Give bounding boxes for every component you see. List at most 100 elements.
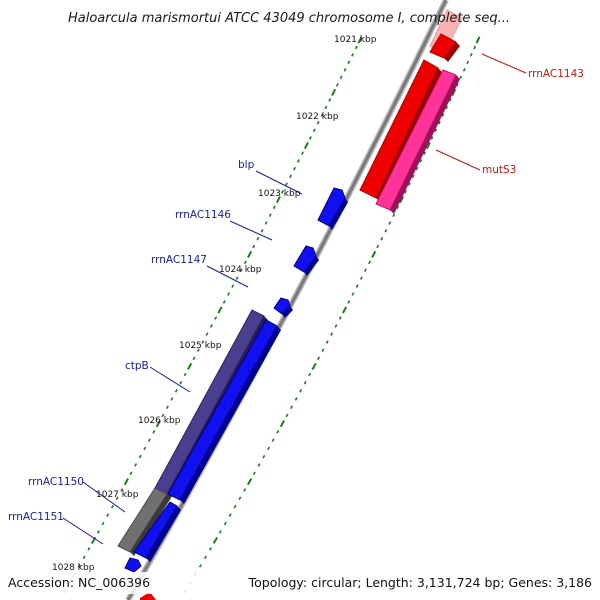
gene-label-rrnAC1151[interactable]: rrnAC1151: [8, 511, 64, 523]
minor-tick-mark: [267, 446, 270, 451]
gene-red-bottom[interactable]: [140, 592, 156, 600]
minor-tick-mark: [296, 159, 300, 163]
minor-tick-mark: [228, 513, 232, 517]
major-tick-mark: [399, 196, 405, 204]
major-tick-mark: [311, 362, 317, 370]
minor-tick-mark: [252, 244, 256, 249]
minor-tick-mark: [260, 229, 264, 233]
minor-tick-mark: [233, 504, 237, 509]
major-tick-mark: [425, 142, 431, 150]
minor-tick-mark: [347, 300, 351, 304]
minor-tick-mark: [101, 521, 105, 526]
major-tick-mark: [303, 142, 309, 150]
minor-tick-mark: [170, 397, 174, 401]
minor-tick-mark: [235, 276, 239, 280]
minor-tick-mark: [469, 53, 473, 57]
minor-tick-mark: [419, 159, 423, 163]
minor-tick-mark: [209, 324, 213, 328]
tick-ring-left: [63, 36, 363, 594]
minor-tick-mark: [120, 488, 124, 492]
forward-strand-genes: [117, 187, 348, 573]
minor-tick-mark: [376, 244, 380, 249]
minor-tick-mark: [308, 372, 312, 377]
minor-tick-mark: [77, 564, 81, 568]
minor-tick-mark: [198, 564, 202, 568]
gene-label-rrnAC1150[interactable]: rrnAC1150: [28, 476, 84, 488]
minor-tick-mark: [407, 182, 411, 186]
minor-tick-mark: [203, 555, 207, 560]
minor-tick-mark: [430, 136, 434, 140]
minor-tick-mark: [174, 389, 178, 393]
minor-tick-mark: [334, 324, 338, 328]
minor-tick-mark: [87, 547, 91, 551]
minor-tick-mark: [339, 75, 343, 80]
minor-tick-mark: [289, 174, 292, 179]
gene-labels-left: blp rrnAC1146 rrnAC1147 ctpB rrnAC1150 r…: [8, 159, 255, 523]
minor-tick-mark: [445, 105, 449, 110]
minor-tick-mark: [359, 276, 363, 280]
minor-tick-mark: [441, 113, 445, 117]
minor-tick-mark: [434, 128, 438, 133]
minor-tick-mark: [404, 190, 407, 194]
major-tick-mark: [187, 362, 193, 370]
gene-label-blp[interactable]: blp: [238, 159, 255, 171]
minor-tick-mark: [196, 348, 200, 352]
gene-label-rrnAC1146[interactable]: rrnAC1146: [175, 209, 231, 221]
minor-tick-mark: [223, 521, 227, 526]
minor-tick-mark: [115, 496, 119, 501]
tick-label: 1028 kbp: [52, 563, 95, 573]
minor-tick-mark: [96, 530, 100, 534]
tick-label: 1026 kbp: [138, 416, 181, 426]
minor-tick-mark: [351, 53, 355, 57]
major-tick-mark: [279, 420, 285, 428]
minor-tick-mark: [354, 45, 358, 50]
minor-tick-mark: [355, 284, 359, 288]
gene-rrnAC1151[interactable]: [124, 557, 142, 573]
gene-label-rrnAC1143[interactable]: rrnAC1143: [528, 68, 584, 80]
kbp-tick-labels: 1021 kbp 1022 kbp 1023 kbp 1024 kbp 1025…: [52, 35, 377, 573]
minor-tick-mark: [411, 174, 415, 179]
tick-label: 1023 kbp: [258, 189, 301, 199]
minor-tick-mark: [284, 182, 288, 186]
minor-tick-mark: [317, 356, 320, 361]
minor-tick-mark: [368, 260, 372, 265]
minor-tick-mark: [218, 530, 222, 534]
minor-tick-mark: [448, 98, 452, 102]
minor-tick-mark: [325, 340, 329, 344]
minor-tick-mark: [316, 120, 320, 125]
minor-tick-mark: [222, 300, 226, 304]
minor-tick-mark: [138, 454, 142, 459]
minor-tick-mark: [147, 438, 151, 442]
gene-label-rrnAC1147[interactable]: rrnAC1147: [151, 254, 207, 266]
minor-tick-mark: [205, 332, 209, 336]
gene-ctpB[interactable]: [154, 309, 265, 495]
major-tick-mark: [217, 306, 223, 314]
minor-tick-mark: [330, 332, 334, 336]
minor-tick-mark: [294, 397, 298, 401]
minor-tick-mark: [343, 68, 347, 72]
minor-tick-mark: [143, 446, 147, 451]
gene-label-mutS3[interactable]: mutS3: [482, 164, 516, 176]
minor-tick-mark: [312, 128, 316, 133]
major-tick-mark: [342, 306, 347, 314]
minor-tick-mark: [473, 45, 477, 50]
minor-tick-mark: [183, 372, 187, 377]
minor-tick-mark: [384, 229, 388, 233]
minor-tick-mark: [285, 413, 289, 418]
tick-label: 1024 kbp: [219, 265, 262, 275]
gene-label-ctpB[interactable]: ctpB: [125, 360, 149, 372]
minor-tick-mark: [161, 413, 165, 418]
minor-tick-mark: [262, 454, 266, 459]
major-tick-mark: [246, 478, 253, 486]
minor-tick-mark: [82, 555, 86, 560]
minor-tick-mark: [459, 75, 463, 80]
minor-tick-mark: [415, 166, 419, 171]
tick-label: 1027 kbp: [96, 490, 139, 500]
minor-tick-mark: [437, 120, 441, 125]
minor-tick-mark: [231, 284, 235, 288]
minor-tick-mark: [271, 438, 275, 442]
tick-label: 1022 kbp: [296, 112, 339, 122]
minor-tick-mark: [129, 471, 133, 476]
